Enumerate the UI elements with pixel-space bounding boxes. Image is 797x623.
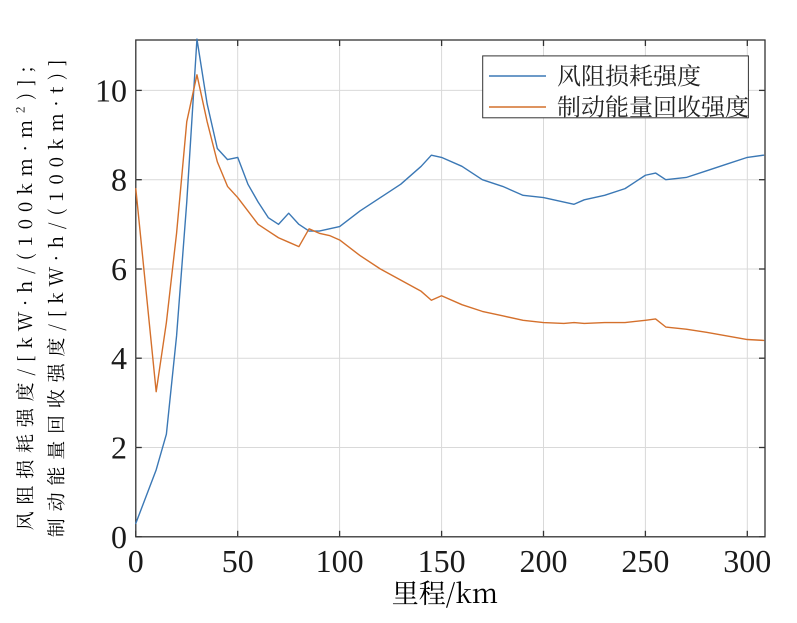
svg-text:250: 250 <box>621 543 669 579</box>
svg-text:2: 2 <box>111 430 127 466</box>
svg-text:0: 0 <box>111 519 127 555</box>
svg-text:50: 50 <box>222 543 254 579</box>
svg-text:制动能量回收强度: 制动能量回收强度 <box>557 88 749 123</box>
svg-text:4: 4 <box>111 340 127 376</box>
svg-text:100: 100 <box>316 543 364 579</box>
svg-text:8: 8 <box>111 162 127 198</box>
svg-text:10: 10 <box>95 72 127 108</box>
svg-text:200: 200 <box>520 543 568 579</box>
svg-text:6: 6 <box>111 251 127 287</box>
svg-text:里程/km: 里程/km <box>392 572 498 611</box>
svg-text:风阻损耗强度: 风阻损耗强度 <box>557 57 701 92</box>
svg-text:300: 300 <box>723 543 771 579</box>
svg-text:0: 0 <box>128 543 144 579</box>
